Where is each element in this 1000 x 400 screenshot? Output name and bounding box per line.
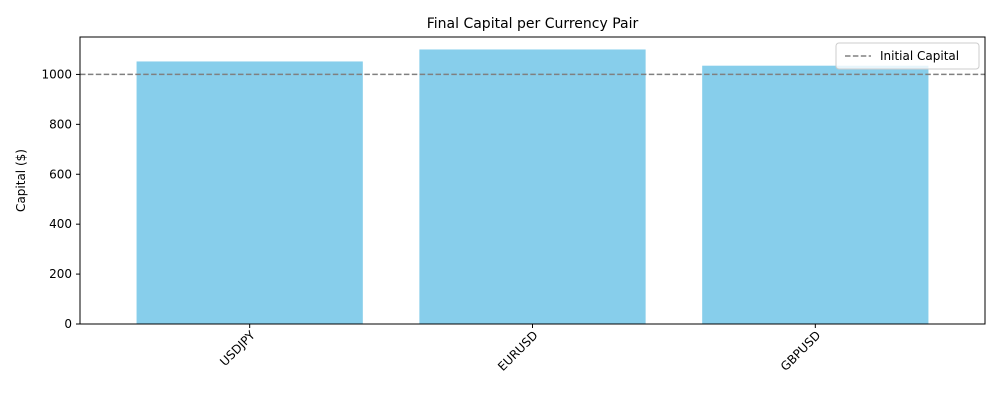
y-tick-label: 800 (49, 117, 72, 131)
legend-box (835, 42, 980, 70)
x-tick-label: USDJPY (217, 328, 258, 369)
bars-group (136, 49, 929, 324)
y-tick-label: 600 (49, 167, 72, 181)
bar-gbpusd (702, 65, 929, 324)
y-tick-label: 0 (64, 317, 72, 331)
plot-frame (79, 36, 986, 325)
y-tick-label: 200 (49, 267, 72, 281)
x-tick-label: EURUSD (495, 328, 540, 373)
legend: Initial Capital (835, 42, 980, 70)
bar-eurusd (419, 49, 646, 324)
y-tick-label: 400 (49, 217, 72, 231)
legend-label-initial-capital: Initial Capital (880, 49, 959, 63)
x-axis-ticks: USDJPY EURUSD GBPUSD (217, 324, 823, 374)
x-tick-label: GBPUSD (778, 328, 824, 374)
y-tick-label: 1000 (41, 67, 72, 81)
y-axis-ticks: 0 200 400 600 800 1000 (41, 67, 80, 331)
chart-title: Final Capital per Currency Pair (427, 16, 639, 32)
bar-usdjpy (136, 61, 363, 324)
y-axis-label: Capital ($) (14, 149, 28, 212)
